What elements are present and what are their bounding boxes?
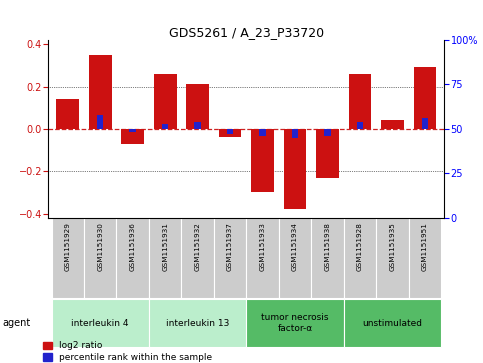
Bar	[316, 129, 339, 178]
Text: GSM1151934: GSM1151934	[292, 223, 298, 272]
Bar	[121, 129, 144, 144]
Text: tumor necrosis
factor-α: tumor necrosis factor-α	[261, 313, 329, 333]
Bar	[357, 122, 363, 129]
Text: agent: agent	[2, 318, 30, 328]
Bar	[52, 218, 84, 298]
Bar	[344, 299, 441, 347]
Bar	[279, 218, 311, 298]
Text: interleukin 4: interleukin 4	[71, 319, 129, 327]
Bar	[259, 129, 266, 136]
Bar	[57, 99, 79, 129]
Bar	[219, 129, 242, 137]
Text: GSM1151933: GSM1151933	[259, 223, 266, 272]
Bar	[227, 129, 233, 134]
Bar	[381, 121, 404, 129]
Text: GSM1151951: GSM1151951	[422, 223, 428, 272]
Legend: log2 ratio, percentile rank within the sample: log2 ratio, percentile rank within the s…	[43, 342, 213, 362]
Bar	[324, 129, 331, 136]
Bar	[186, 85, 209, 129]
Text: unstimulated: unstimulated	[362, 319, 423, 327]
Text: GSM1151938: GSM1151938	[325, 223, 330, 272]
Bar	[194, 122, 201, 129]
Bar	[149, 218, 182, 298]
Text: GSM1151931: GSM1151931	[162, 223, 168, 272]
Bar	[246, 299, 344, 347]
Text: GSM1151930: GSM1151930	[97, 223, 103, 272]
Bar	[413, 68, 436, 129]
Title: GDS5261 / A_23_P33720: GDS5261 / A_23_P33720	[169, 26, 324, 39]
Bar	[376, 218, 409, 298]
Bar	[311, 218, 344, 298]
Text: GSM1151928: GSM1151928	[357, 223, 363, 272]
Bar	[349, 74, 371, 129]
Bar	[89, 55, 112, 129]
Bar	[292, 129, 298, 138]
Bar	[52, 299, 149, 347]
Bar	[129, 129, 136, 132]
Text: GSM1151936: GSM1151936	[130, 223, 136, 272]
Text: GSM1151935: GSM1151935	[389, 223, 396, 272]
Text: GSM1151937: GSM1151937	[227, 223, 233, 272]
Bar	[97, 115, 103, 129]
Bar	[154, 74, 176, 129]
Bar	[246, 218, 279, 298]
Bar	[214, 218, 246, 298]
Bar	[162, 123, 169, 129]
Bar	[344, 218, 376, 298]
Bar	[182, 218, 214, 298]
Bar	[149, 299, 246, 347]
Text: GSM1151932: GSM1151932	[195, 223, 200, 272]
Bar	[409, 218, 441, 298]
Text: interleukin 13: interleukin 13	[166, 319, 229, 327]
Text: GSM1151929: GSM1151929	[65, 223, 71, 272]
Bar	[251, 129, 274, 192]
Bar	[116, 218, 149, 298]
Bar	[284, 129, 306, 209]
Bar	[422, 118, 428, 129]
Bar	[84, 218, 116, 298]
